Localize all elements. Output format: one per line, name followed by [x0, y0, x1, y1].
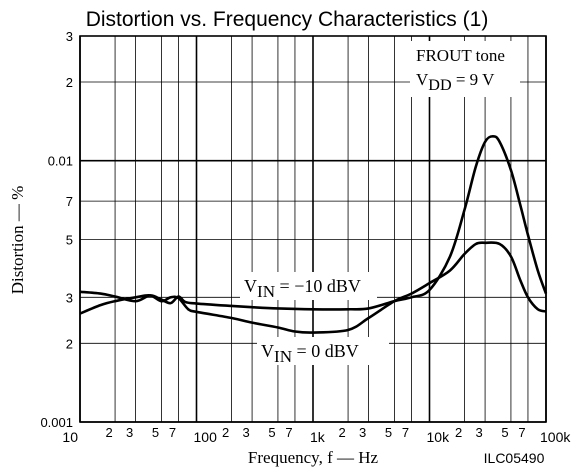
- y-tick-labels: 0.001 2 3 5 7 0.01 2 3: [40, 29, 73, 430]
- series-label-vin-minus10dbv: VIN = −10 dBV: [244, 276, 361, 301]
- y-tick-label: 7: [66, 194, 73, 209]
- x-tick-label-major: 10k: [427, 429, 451, 445]
- x-tick-label-minor: 2: [222, 425, 229, 440]
- x-tick-label-minor: 5: [152, 425, 159, 440]
- x-tick-label-minor: 3: [242, 425, 249, 440]
- y-tick-label: 2: [66, 75, 73, 90]
- figure-id: ILC05490: [484, 450, 545, 466]
- x-tick-label-minor: 5: [268, 425, 275, 440]
- plot-frame: [79, 35, 547, 423]
- y-axis-label: Distortion — %: [8, 186, 27, 295]
- x-tick-label-major: 100: [194, 429, 218, 445]
- y-tick-label: 3: [66, 29, 73, 44]
- x-tick-label-minor: 7: [518, 425, 525, 440]
- x-tick-label-major: 1k: [310, 429, 326, 445]
- series-label-vin-0dbv: VIN = 0 dBV: [261, 341, 359, 366]
- series-line-vin-minus10dbv: [79, 134, 548, 311]
- x-tick-label-minor: 3: [359, 425, 366, 440]
- x-tick-label-minor: 5: [501, 425, 508, 440]
- series-layer: [79, 134, 548, 334]
- condition-label-background: [410, 41, 520, 97]
- x-tick-label-minor: 2: [105, 425, 112, 440]
- x-tick-label-minor: 7: [169, 425, 176, 440]
- y-tick-label: 0.01: [48, 154, 73, 169]
- y-tick-label: 2: [66, 336, 73, 351]
- x-tick-label-minor: 3: [126, 425, 133, 440]
- x-tick-label-minor: 7: [285, 425, 292, 440]
- x-tick-label-minor: 7: [402, 425, 409, 440]
- annotation-layer: FROUT tone VDD = 9 V VIN = −10 dBV VIN = 0 …: [240, 41, 520, 366]
- chart-title: Distortion vs. Frequency Characteristics…: [86, 8, 489, 31]
- x-tick-label-minor: 5: [385, 425, 392, 440]
- y-tick-label: 3: [66, 290, 73, 305]
- series-label-a-background: [240, 272, 377, 300]
- series-line-vin-0dbv: [79, 241, 547, 334]
- condition-line-1: FROUT tone: [416, 46, 505, 65]
- y-tick-label: 0.001: [40, 415, 73, 430]
- x-axis-label: Frequency, f — Hz: [248, 448, 379, 467]
- x-tick-label-major: 10: [62, 429, 78, 445]
- y-tick-label: 5: [66, 232, 73, 247]
- x-tick-label-minor: 3: [475, 425, 482, 440]
- x-tick-label-minor: 2: [338, 425, 345, 440]
- x-tick-label-minor: 2: [455, 425, 462, 440]
- series-label-b-background: [257, 337, 389, 365]
- x-tick-label-major: 100k: [540, 429, 571, 445]
- condition-line-2: VDD = 9 V: [416, 70, 495, 94]
